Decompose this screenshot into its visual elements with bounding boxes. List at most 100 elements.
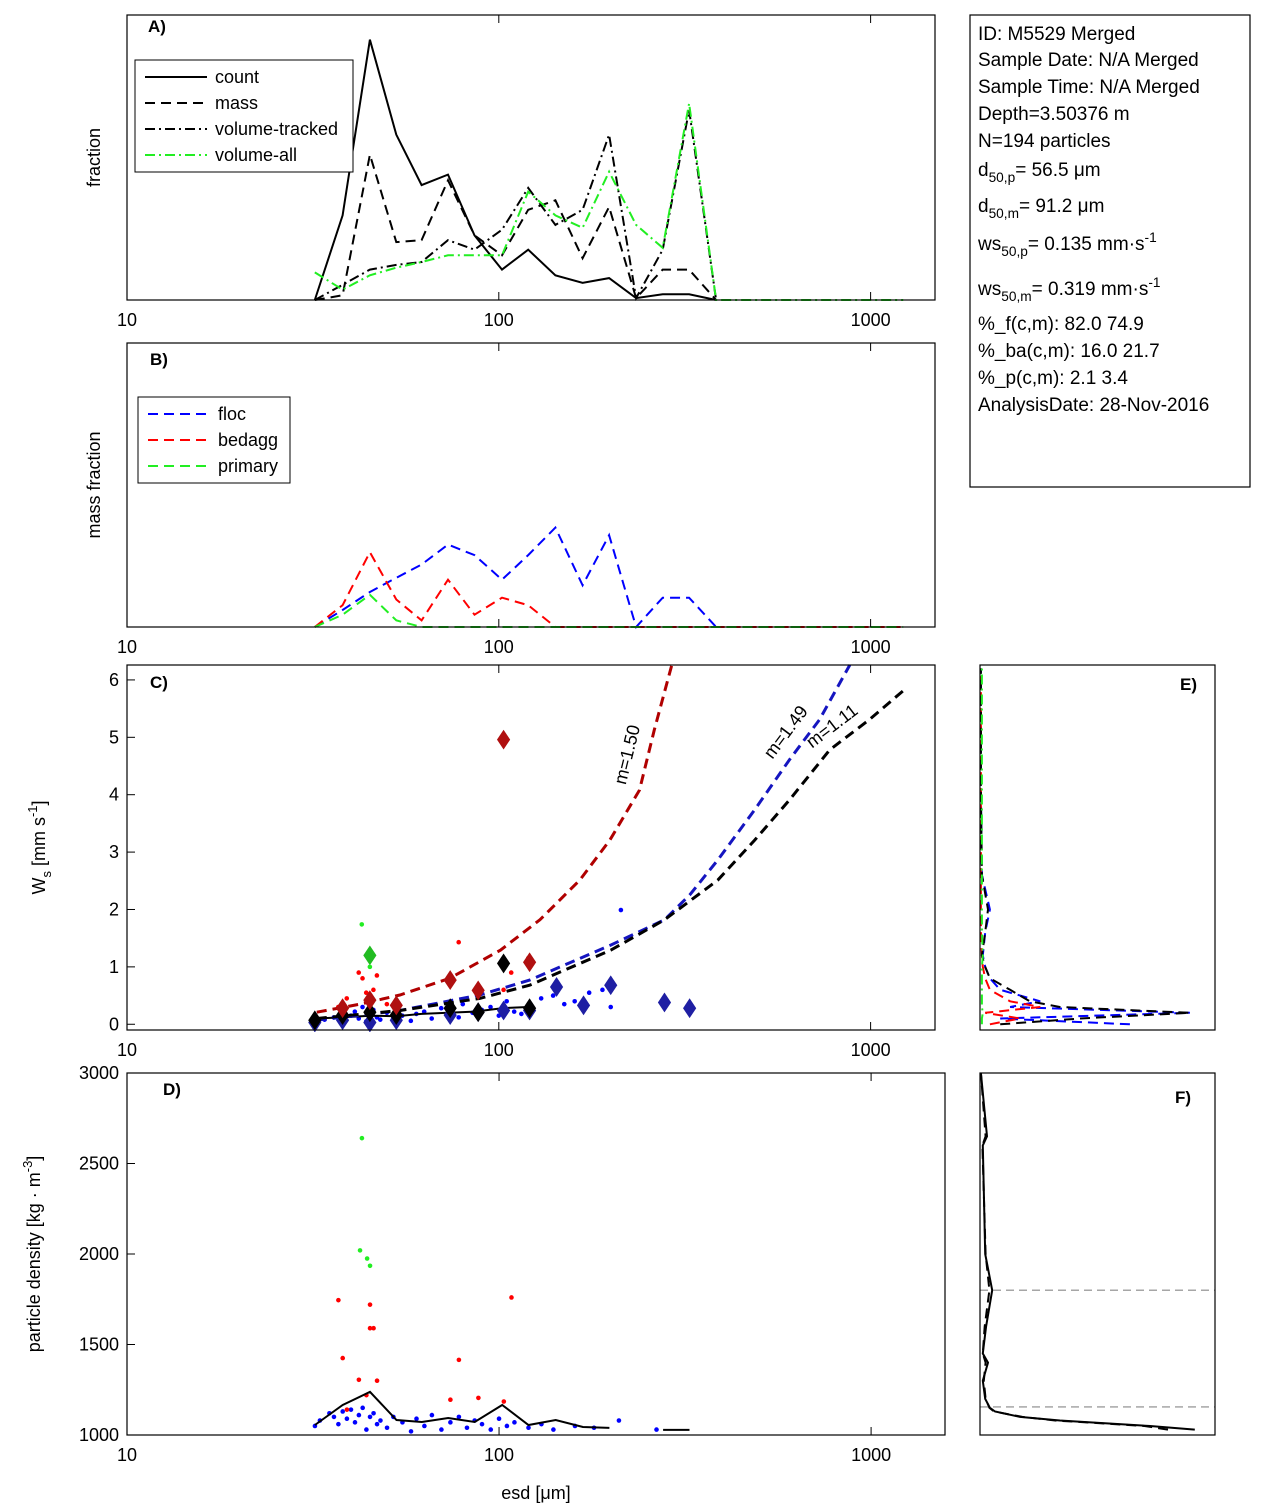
data-point [364, 1256, 370, 1261]
data-point [448, 1397, 453, 1403]
y-axis-label: mass fraction [84, 431, 104, 538]
text-span: Depth=3.50376 m [978, 104, 1130, 125]
data-point [479, 1421, 485, 1427]
data-point [374, 973, 380, 978]
x-tick-label: 100 [484, 1040, 514, 1060]
plot-area [127, 1073, 945, 1435]
data-point [359, 922, 365, 927]
legend-label: mass [215, 93, 258, 113]
legend-box [134, 59, 354, 173]
subscript: 50,m [1001, 289, 1031, 304]
data-point [512, 1420, 517, 1425]
series-layer [312, 1135, 690, 1434]
data-point [414, 1416, 419, 1422]
data-point [360, 1004, 365, 1010]
text-span: fraction [84, 128, 104, 187]
y-axis-label: Ws [mm s-1] [25, 800, 54, 894]
data-point [344, 1407, 350, 1412]
y-axis-label: particle density [kg · m-3] [20, 1156, 44, 1353]
text-span: = 56.5 μm [1015, 160, 1100, 181]
median-marker [363, 1002, 377, 1023]
data-point [348, 1407, 354, 1412]
median-marker [471, 1002, 485, 1023]
median-marker [363, 990, 377, 1011]
y-tick-label: 1 [109, 957, 119, 977]
subscript: s [39, 871, 54, 878]
median-marker [308, 1010, 322, 1031]
legend-box [137, 396, 291, 484]
data-point [352, 1420, 358, 1425]
x-tick-label: 100 [484, 637, 514, 657]
data-point [429, 1412, 435, 1418]
data-point [519, 1011, 524, 1017]
info-line: %_f(c,m): 82.0 74.9 [978, 314, 1144, 335]
data-point [384, 1425, 390, 1431]
text-span: particle density [kg · m [24, 1172, 44, 1352]
text-span: [mm s [29, 817, 49, 871]
panel-label: C) [150, 673, 168, 692]
data-point [340, 1355, 346, 1361]
data-point [408, 1429, 414, 1434]
text-span: = 91.2 μm [1019, 196, 1104, 217]
data-point [439, 1427, 444, 1432]
data-point [357, 1248, 363, 1253]
plot-area [127, 343, 935, 627]
y-tick-label: 3 [109, 842, 119, 862]
median-marker [363, 945, 377, 966]
text-span: = 0.135 mm·s [1028, 234, 1145, 255]
series-line [314, 154, 717, 301]
data-point [378, 1418, 383, 1423]
info-line: %_ba(c,m): 16.0 21.7 [978, 341, 1160, 362]
data-point [654, 1427, 659, 1432]
data-point [371, 1410, 376, 1416]
data-point [476, 1395, 481, 1401]
plot-area [127, 665, 935, 1030]
data-point [367, 964, 373, 970]
info-box [969, 14, 1251, 488]
data-point [371, 987, 376, 993]
superscript: -1 [1145, 230, 1157, 245]
legend-label: volume-all [215, 145, 297, 165]
data-point [456, 1015, 461, 1020]
x-tick-label: 10 [117, 1445, 137, 1465]
data-point [456, 1414, 462, 1420]
text-span: N=194 particles [978, 131, 1111, 152]
data-point [344, 996, 350, 1001]
data-point [504, 1423, 510, 1429]
median-marker [335, 998, 350, 1019]
data-point [371, 1325, 376, 1331]
data-point [438, 1005, 444, 1011]
text-span: = 0.319 mm·s [1032, 279, 1149, 300]
plot-content [308, 664, 906, 1032]
info-line: d50,m= 91.2 μm [978, 196, 1104, 221]
fit-curve [316, 688, 906, 1020]
y-axis-label: fraction [84, 128, 104, 187]
data-point [408, 1018, 414, 1024]
data-point [359, 1135, 365, 1141]
median-marker [363, 1012, 377, 1032]
superscript: -1 [25, 806, 40, 818]
data-point [356, 970, 362, 975]
median-marker [443, 970, 457, 990]
axes-frame [979, 664, 1216, 1031]
data-point [384, 1001, 390, 1007]
median-marker [471, 980, 485, 1001]
median-marker [389, 995, 403, 1016]
data-point [360, 1405, 365, 1411]
panel-label: D) [163, 1080, 181, 1099]
data-point [504, 999, 509, 1004]
series-line [314, 593, 904, 628]
median-marker [496, 953, 511, 974]
axes-frame [126, 14, 936, 301]
x-tick-label: 10 [117, 310, 137, 330]
info-line: ws50,m= 0.319 mm·s-1 [977, 275, 1161, 304]
text-span: AnalysisDate: 28-Nov-2016 [978, 395, 1209, 416]
text-span: mass fraction [84, 431, 104, 538]
fit-curve [316, 664, 852, 1022]
plot-content [980, 668, 1191, 1026]
data-point [550, 993, 556, 998]
data-point [363, 990, 369, 995]
data-point [356, 1377, 362, 1383]
data-point [460, 1001, 466, 1007]
